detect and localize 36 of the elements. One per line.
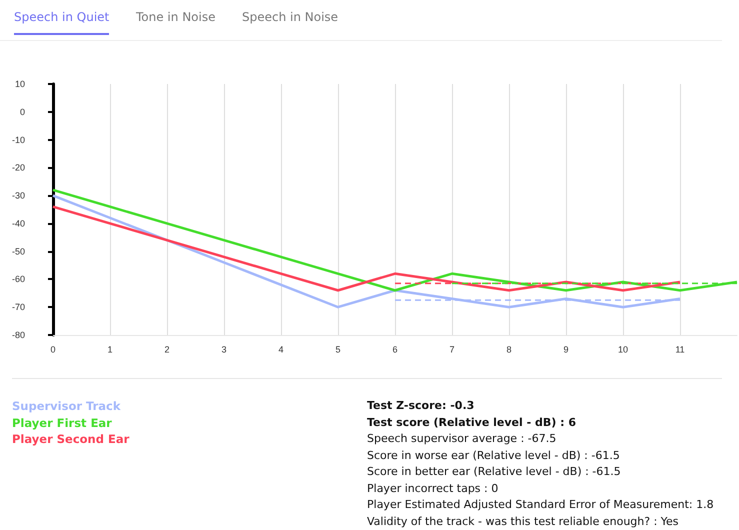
text: Test score (Relative level - dB) : 6 bbox=[367, 414, 577, 430]
y-tick-label: -50 bbox=[12, 246, 25, 256]
y-tick-label: -70 bbox=[12, 302, 25, 312]
x-tick-label: 0 bbox=[50, 344, 56, 354]
x-tick-label: 2 bbox=[164, 344, 170, 354]
x-tick-label: 10 bbox=[618, 344, 628, 354]
y-tick-label: -40 bbox=[12, 218, 25, 228]
y-tick-label: -60 bbox=[12, 274, 25, 284]
y-tick-label: -20 bbox=[12, 162, 25, 173]
x-tick-label: 8 bbox=[506, 344, 512, 354]
text: Validity of the track - was this test reliable enough? : Yes bbox=[367, 514, 680, 530]
x-tick-label: 1 bbox=[107, 344, 113, 354]
text: Player incorrect taps : 0 bbox=[367, 480, 500, 496]
text: Supervisor Track bbox=[12, 398, 122, 414]
text: Player Estimated Adjusted Standard Error of Measurement: 1.8 bbox=[367, 497, 714, 513]
x-tick-label: 9 bbox=[563, 344, 569, 354]
x-tick-label: 11 bbox=[675, 344, 685, 354]
text: Test Z-score: -0.3 bbox=[367, 398, 476, 414]
x-tick-label: 7 bbox=[449, 344, 455, 354]
text: Player First Ear bbox=[12, 414, 113, 431]
text: Speech in Quiet bbox=[14, 10, 110, 35]
y-tick-label: -30 bbox=[12, 190, 25, 201]
text: Tone in Noise bbox=[136, 10, 216, 24]
y-tick-label: 0 bbox=[20, 106, 25, 117]
text: Speech in Noise bbox=[242, 10, 338, 24]
x-tick-label: 3 bbox=[221, 344, 227, 354]
x-tick-label: 6 bbox=[392, 344, 398, 354]
text: Score in worse ear (Relative level - dB) : -61.5 bbox=[367, 448, 621, 464]
text: Score in better ear (Relative level - dB) : -61.5 bbox=[367, 464, 622, 480]
text: Speech supervisor average : -67.5 bbox=[367, 431, 558, 447]
x-tick-label: 5 bbox=[335, 344, 341, 354]
x-tick-label: 4 bbox=[278, 344, 284, 354]
y-tick-label: -10 bbox=[12, 134, 25, 145]
text: Player Second Ear bbox=[12, 431, 130, 448]
y-tick-label: 10 bbox=[14, 79, 25, 89]
y-tick-label: -80 bbox=[12, 330, 25, 340]
